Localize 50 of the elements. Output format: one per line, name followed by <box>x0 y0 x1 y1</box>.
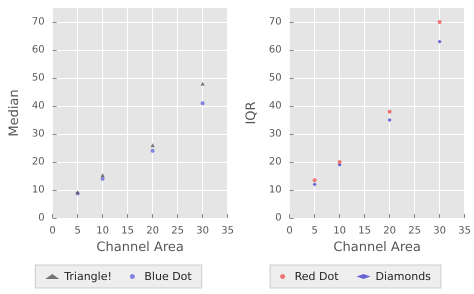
y-tick-label: 0 <box>275 212 282 224</box>
y-tick-label: 70 <box>268 16 282 28</box>
y-axis-title: Median <box>7 89 22 137</box>
y-tick-label: 0 <box>38 212 45 224</box>
x-tick-label: 15 <box>358 226 371 236</box>
x-tick-label: 20 <box>146 226 159 236</box>
y-tick-label: 70 <box>32 16 45 28</box>
y-tick-label: 50 <box>268 72 282 84</box>
legend-label: Diamonds <box>376 270 432 283</box>
x-tick-label: 25 <box>408 226 421 236</box>
y-tick-label: 40 <box>268 100 282 112</box>
x-tick-label: 35 <box>458 226 472 236</box>
x-tick-label: 0 <box>286 226 293 236</box>
point <box>312 178 317 182</box>
x-axis-title: Channel Area <box>96 240 184 255</box>
y-tick-label: 40 <box>32 100 45 112</box>
x-tick-label: 35 <box>221 226 234 236</box>
point <box>438 40 442 44</box>
x-tick-label: 5 <box>74 226 81 236</box>
y-tick-label: 20 <box>32 156 45 168</box>
y-tick-label: 10 <box>268 184 282 196</box>
x-tick-label: 0 <box>49 226 56 236</box>
y-tick-label: 10 <box>32 184 45 196</box>
y-tick-label: 60 <box>268 44 282 56</box>
point <box>312 182 317 186</box>
x-tick-label: 30 <box>433 226 446 236</box>
legend-label: Blue Dot <box>144 270 192 283</box>
point <box>100 176 105 181</box>
y-tick-label: 20 <box>268 156 282 168</box>
point <box>388 118 392 122</box>
y-tick-label: 30 <box>32 128 45 140</box>
point <box>438 20 442 24</box>
x-tick-label: 25 <box>171 226 184 236</box>
x-tick-label: 10 <box>333 226 346 236</box>
x-tick-label: 15 <box>121 226 134 236</box>
x-tick-label: 20 <box>383 226 396 236</box>
point <box>200 101 205 106</box>
y-tick-label: 30 <box>268 128 282 140</box>
point <box>150 148 155 153</box>
y-tick-label: 60 <box>32 44 45 56</box>
x-axis-title: Channel Area <box>333 240 421 255</box>
legend-label: Triangle! <box>63 270 112 283</box>
point <box>338 160 342 164</box>
x-tick-label: 5 <box>311 226 318 236</box>
y-tick-label: 50 <box>32 72 45 84</box>
x-tick-label: 10 <box>96 226 109 236</box>
y-axis-title: IQR <box>244 101 259 125</box>
legend-label: Red Dot <box>294 270 340 283</box>
x-tick-label: 30 <box>196 226 210 236</box>
point <box>388 110 392 114</box>
